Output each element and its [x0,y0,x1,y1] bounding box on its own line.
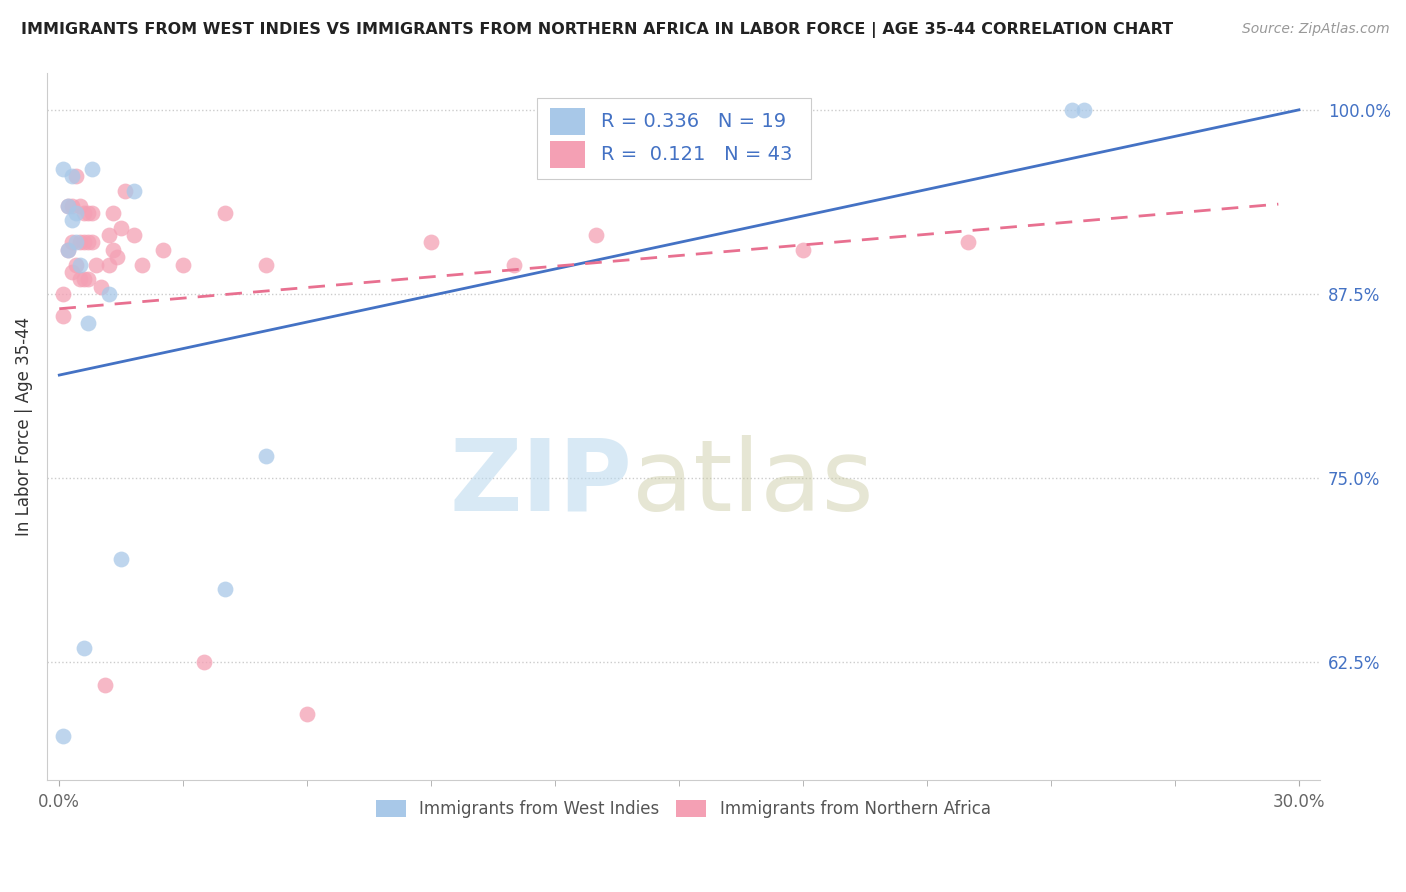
Point [69,235,91,250]
Point [82,206,104,220]
Point [65,206,87,220]
Point [73,235,96,250]
Point [73,206,96,220]
Point [214,582,236,596]
Point [73,272,96,286]
Point [93,677,115,691]
Point [65,258,87,272]
Point [101,243,124,257]
Point [77,206,100,220]
Point [131,258,153,272]
Point [77,272,100,286]
Point [254,449,277,463]
Point [60,265,83,279]
Point [69,272,91,286]
Point [56,198,79,212]
Point [105,250,128,264]
Point [90,279,112,293]
Point [110,220,132,235]
Point [193,656,215,670]
Point [60,213,83,227]
Text: R =  0.121   N = 43: R = 0.121 N = 43 [600,145,792,164]
Text: Source: ZipAtlas.com: Source: ZipAtlas.com [1241,22,1389,37]
Point [172,258,194,272]
Point [56,243,79,257]
Point [86,258,108,272]
Point [957,235,980,250]
Point [52,287,75,301]
Point [97,258,120,272]
Point [65,169,87,183]
Point [60,169,83,183]
Point [254,258,277,272]
FancyBboxPatch shape [537,98,810,179]
Point [585,228,607,243]
Point [297,706,319,721]
Point [56,243,79,257]
Text: IMMIGRANTS FROM WEST INDIES VS IMMIGRANTS FROM NORTHERN AFRICA IN LABOR FORCE | : IMMIGRANTS FROM WEST INDIES VS IMMIGRANT… [21,22,1173,38]
Point [122,228,145,243]
Point [73,640,96,655]
Point [82,235,104,250]
Legend: Immigrants from West Indies, Immigrants from Northern Africa: Immigrants from West Indies, Immigrants … [370,794,997,825]
Point [82,161,104,176]
Point [60,235,83,250]
Point [420,235,443,250]
Text: R = 0.336   N = 19: R = 0.336 N = 19 [600,112,786,130]
Point [1073,103,1095,117]
Point [56,198,79,212]
Y-axis label: In Labor Force | Age 35-44: In Labor Force | Age 35-44 [15,317,32,536]
Point [792,243,814,257]
Point [114,184,136,198]
Point [97,287,120,301]
Point [77,235,100,250]
Point [52,161,75,176]
Bar [550,108,585,135]
Point [122,184,145,198]
Text: atlas: atlas [633,434,875,532]
Point [502,258,524,272]
Bar [550,141,585,168]
Point [101,206,124,220]
Point [52,729,75,743]
Point [152,243,174,257]
Point [110,552,132,566]
Point [77,317,100,331]
Point [52,309,75,323]
Point [1060,103,1083,117]
Point [97,228,120,243]
Text: ZIP: ZIP [450,434,633,532]
Point [60,198,83,212]
Point [214,206,236,220]
Point [65,235,87,250]
Point [69,258,91,272]
Point [69,198,91,212]
